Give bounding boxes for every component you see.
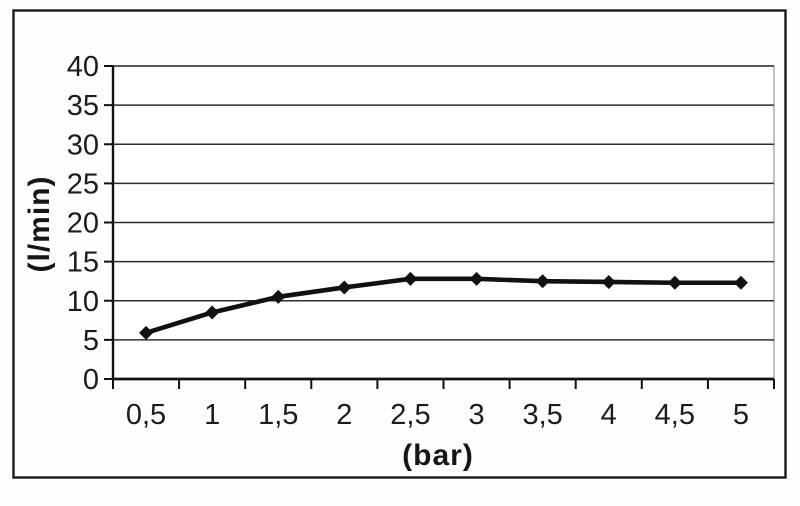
series-line — [143, 276, 744, 336]
y-tick-label: 30 — [67, 129, 99, 161]
x-tick-label: 1 — [204, 399, 220, 431]
data-point-marker — [469, 271, 484, 286]
data-point-marker — [271, 289, 286, 304]
data-point-marker — [601, 274, 616, 289]
y-tick-label: 40 — [67, 51, 99, 83]
x-tick-label: 4,5 — [655, 399, 695, 431]
x-tick-label: 4 — [601, 399, 617, 431]
data-point-marker — [733, 275, 748, 290]
data-point-marker — [403, 271, 418, 286]
y-tick-label: 5 — [83, 325, 99, 357]
data-point-marker — [667, 275, 682, 290]
y-tick-label: 25 — [67, 168, 99, 200]
y-tick-label: 20 — [67, 208, 99, 240]
data-point-marker — [139, 325, 154, 340]
x-tick-label: 5 — [733, 399, 749, 431]
data-point-marker — [205, 305, 220, 320]
x-tick-label: 3 — [468, 399, 484, 431]
y-tick-label: 15 — [67, 247, 99, 279]
y-tick-label: 10 — [67, 286, 99, 318]
y-axis-title: (l/min) — [23, 175, 56, 273]
x-tick-label: 2,5 — [390, 399, 430, 431]
x-tick-label: 1,5 — [258, 399, 298, 431]
x-tick-label: 3,5 — [522, 399, 562, 431]
x-tick-label: 0,5 — [126, 399, 166, 431]
x-tick-label: 2 — [336, 399, 352, 431]
y-tick-label: 0 — [83, 364, 99, 396]
y-tick-label: 35 — [67, 90, 99, 122]
data-point-marker — [535, 274, 550, 289]
data-point-marker — [337, 280, 352, 295]
x-axis-title: (bar) — [402, 439, 474, 472]
